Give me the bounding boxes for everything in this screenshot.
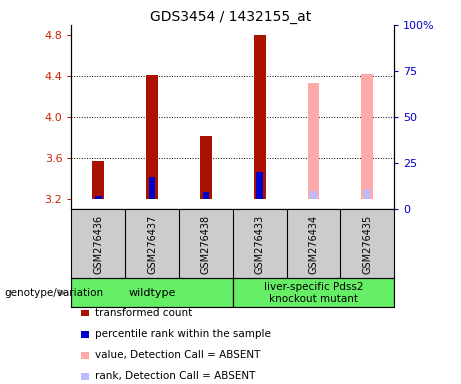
Bar (310, 191, 317, 199)
Bar (256, 172, 263, 199)
Bar (203, 192, 209, 199)
Bar (200, 136, 212, 199)
Bar (233, 278, 394, 307)
Text: GDS3454 / 1432155_at: GDS3454 / 1432155_at (150, 10, 311, 23)
Text: genotype/variation: genotype/variation (5, 288, 104, 298)
Bar (95, 197, 101, 199)
Text: GSM276436: GSM276436 (93, 215, 103, 274)
Text: liver-specific Pdss2
knockout mutant: liver-specific Pdss2 knockout mutant (264, 281, 363, 304)
Bar (149, 177, 155, 199)
Text: GSM276435: GSM276435 (362, 215, 372, 274)
Bar (307, 83, 319, 199)
Bar (361, 74, 373, 199)
Bar (254, 35, 266, 199)
Text: GSM276433: GSM276433 (254, 215, 265, 274)
Text: transformed count: transformed count (95, 308, 192, 318)
Text: GSM276437: GSM276437 (147, 215, 157, 274)
Text: GSM276438: GSM276438 (201, 215, 211, 274)
Bar (146, 75, 158, 199)
Text: GSM276434: GSM276434 (308, 215, 319, 274)
Text: rank, Detection Call = ABSENT: rank, Detection Call = ABSENT (95, 371, 255, 381)
Bar (71, 278, 233, 307)
Text: value, Detection Call = ABSENT: value, Detection Call = ABSENT (95, 350, 260, 360)
Bar (92, 161, 104, 199)
Bar (364, 189, 371, 199)
Text: wildtype: wildtype (129, 288, 176, 298)
Text: percentile rank within the sample: percentile rank within the sample (95, 329, 271, 339)
